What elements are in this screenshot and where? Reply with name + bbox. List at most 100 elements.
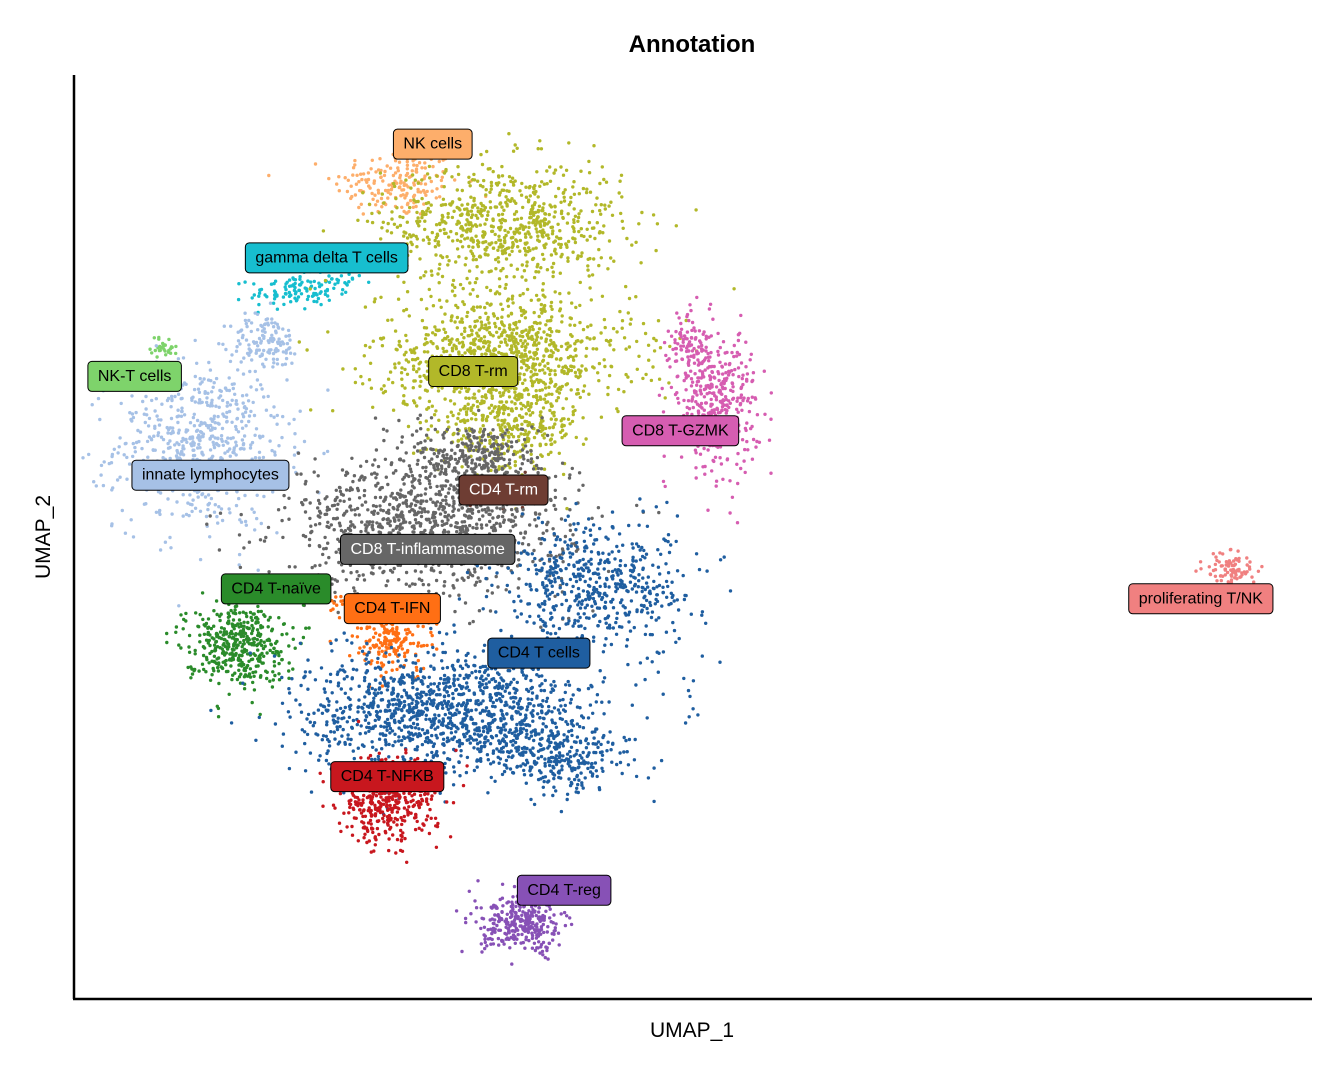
data-point	[211, 440, 215, 444]
data-point	[361, 212, 365, 216]
data-point	[363, 343, 368, 348]
data-point	[560, 314, 564, 318]
data-point	[472, 196, 476, 201]
data-point	[536, 471, 540, 475]
data-point	[434, 409, 438, 413]
data-point	[448, 594, 452, 598]
data-point	[543, 212, 548, 216]
data-point	[243, 318, 248, 323]
data-point	[704, 334, 708, 338]
data-point	[510, 176, 515, 180]
data-point	[361, 573, 365, 577]
data-point	[380, 226, 384, 230]
data-point	[404, 498, 409, 503]
data-point	[697, 329, 702, 333]
data-point	[498, 228, 502, 232]
data-point	[275, 531, 279, 535]
data-point	[595, 221, 599, 225]
data-point	[541, 288, 545, 292]
cluster-points-nk-t-cells	[148, 335, 178, 359]
data-point	[661, 479, 666, 484]
data-point	[198, 382, 202, 386]
data-point	[477, 408, 481, 413]
data-point	[607, 239, 612, 243]
data-point	[512, 275, 516, 279]
data-point	[524, 363, 529, 368]
data-point	[619, 211, 623, 216]
data-point	[602, 177, 606, 182]
data-point	[506, 297, 511, 301]
data-point	[567, 291, 571, 295]
data-point	[281, 535, 285, 540]
data-point	[150, 351, 154, 355]
data-point	[520, 395, 524, 399]
data-point	[546, 361, 550, 366]
data-point	[159, 435, 164, 439]
data-point	[446, 420, 450, 424]
data-point	[392, 507, 396, 511]
data-point	[369, 386, 374, 390]
data-point	[214, 376, 219, 381]
data-point	[245, 393, 249, 397]
data-point	[402, 181, 406, 185]
data-point	[714, 479, 719, 483]
data-point	[690, 380, 695, 384]
data-point	[561, 191, 565, 195]
data-point	[513, 460, 517, 464]
data-point	[258, 354, 262, 358]
data-point	[372, 512, 376, 516]
data-point	[360, 503, 364, 507]
data-point	[408, 504, 413, 508]
data-point	[408, 348, 413, 352]
data-point	[343, 176, 347, 180]
data-point	[519, 401, 523, 406]
data-point	[553, 440, 557, 444]
data-point	[477, 517, 482, 522]
data-point	[569, 368, 574, 373]
data-point	[474, 213, 478, 218]
data-point	[399, 488, 403, 492]
data-point	[131, 415, 136, 420]
data-point	[235, 417, 239, 421]
data-point	[702, 375, 706, 379]
data-point	[579, 254, 583, 258]
data-point	[489, 302, 493, 306]
data-point	[472, 436, 477, 440]
data-point	[682, 334, 687, 338]
data-point	[196, 446, 200, 450]
data-point	[175, 455, 179, 460]
data-point	[418, 276, 423, 280]
data-point	[606, 392, 610, 397]
data-point	[435, 232, 440, 236]
data-point	[275, 413, 279, 418]
data-point	[380, 205, 384, 209]
data-point	[457, 412, 461, 416]
data-point	[497, 234, 501, 238]
data-point	[519, 531, 523, 535]
cluster-points-cd8-t-gzmk	[643, 295, 773, 525]
data-point	[510, 294, 515, 298]
data-point	[238, 342, 242, 346]
data-point	[523, 352, 528, 356]
data-point	[504, 275, 509, 279]
data-point	[413, 518, 418, 522]
data-point	[548, 333, 552, 338]
data-point	[395, 507, 400, 512]
data-point	[559, 200, 563, 204]
data-point	[530, 334, 534, 339]
data-point	[462, 520, 467, 524]
data-point	[412, 445, 417, 449]
data-point	[361, 172, 366, 176]
data-point	[755, 413, 760, 417]
data-point	[575, 257, 580, 261]
data-point	[416, 181, 420, 185]
data-point	[537, 327, 542, 331]
data-point	[185, 440, 189, 444]
data-point	[427, 287, 431, 292]
data-point	[214, 404, 218, 408]
data-point	[466, 202, 470, 206]
data-point	[602, 317, 607, 322]
data-point	[471, 245, 475, 249]
data-point	[528, 325, 532, 330]
data-point	[543, 303, 547, 308]
